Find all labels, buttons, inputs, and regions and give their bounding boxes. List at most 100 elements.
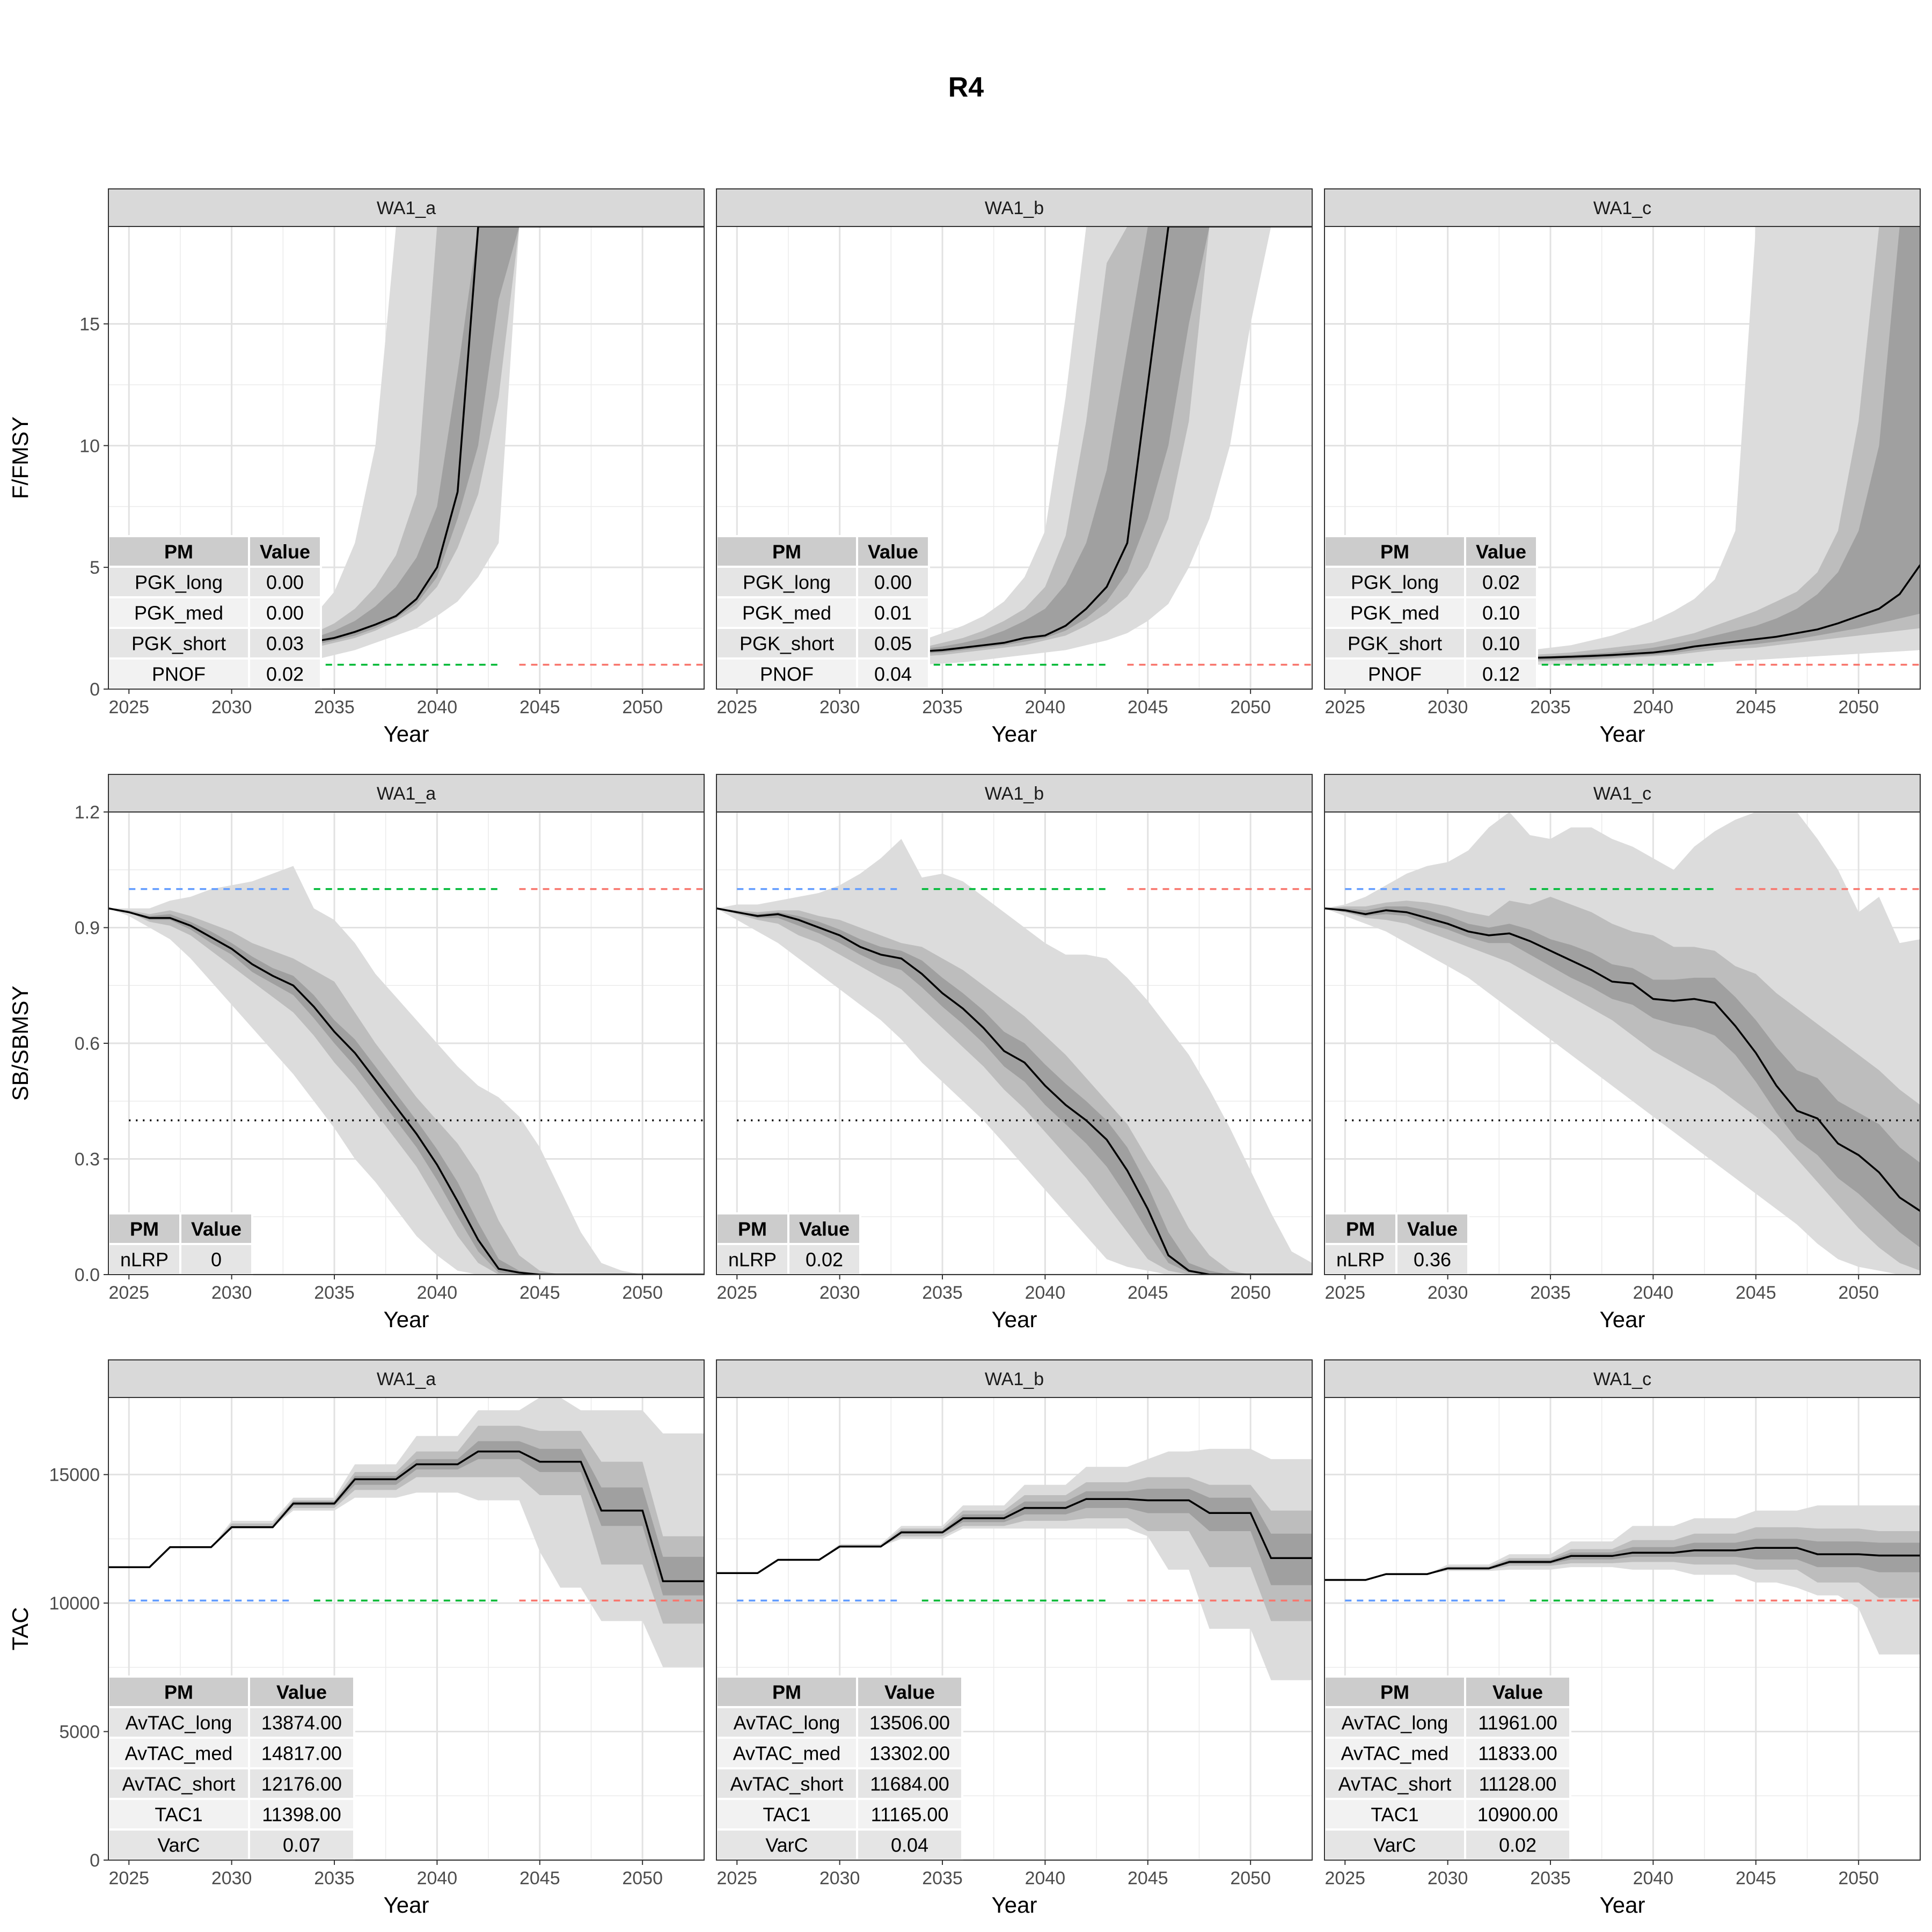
table-cell-text: AvTAC_short — [730, 1773, 844, 1795]
table-cell-text: PNOF — [760, 663, 814, 685]
table-cell-text: PGK_med — [134, 602, 223, 624]
facet-strip — [1324, 1359, 1921, 1398]
x-tick-label: 2025 — [1324, 1283, 1365, 1303]
table-header-label: PM — [772, 1681, 801, 1703]
facet-panel-WA1_c: PM Value nLRP 0.36 WA1_c 2025 2030 2035 2040 2045… — [1323, 774, 1921, 1332]
table-cell-text: TAC1 — [763, 1804, 810, 1826]
facet-panel-WA1_a: PM Value nLRP 0 WA1_a 2025 2030 2035 2040 2045 205… — [75, 774, 705, 1332]
x-tick-label: 2025 — [108, 1868, 149, 1889]
table-cell — [856, 1767, 963, 1800]
y-tick-label: 0.0 — [75, 1265, 100, 1285]
table-cell-text: 0.10 — [1482, 633, 1520, 655]
table-header-label: Value — [868, 541, 918, 563]
table-header-cell — [856, 1675, 963, 1708]
y-tick-label: 0 — [90, 1850, 100, 1871]
table-header-cell — [856, 535, 930, 568]
table-header-label: Value — [799, 1218, 850, 1240]
x-tick-label: 2025 — [108, 1283, 149, 1303]
table-cell — [1323, 1828, 1466, 1861]
table-cell-text: AvTAC_long — [126, 1712, 232, 1734]
table-cell-text: AvTAC_long — [1342, 1712, 1448, 1734]
table-cell — [1464, 566, 1538, 598]
table-cell-text: nLRP — [728, 1249, 777, 1271]
table-header-label: PM — [1380, 541, 1409, 563]
facet-strip-label: WA1_b — [985, 784, 1044, 804]
table-cell — [1323, 1737, 1466, 1769]
facet-strip-label: WA1_a — [377, 784, 436, 804]
x-tick-label: 2045 — [1736, 1868, 1776, 1889]
x-axis-title: Year — [384, 1307, 429, 1332]
x-tick-label: 2045 — [1736, 697, 1776, 718]
facet-strip-label: WA1_a — [377, 198, 436, 218]
x-tick-label: 2035 — [922, 697, 963, 718]
table-header-cell — [248, 1675, 355, 1708]
table-cell-text: VarC — [157, 1834, 200, 1856]
median-line — [108, 1450, 704, 1583]
table-header-label: Value — [884, 1681, 935, 1703]
facet-strip-label: WA1_c — [1593, 1369, 1651, 1389]
x-tick-label: 2050 — [1230, 1868, 1271, 1889]
table-cell-text: AvTAC_long — [734, 1712, 840, 1734]
table-header-label: PM — [738, 1218, 767, 1240]
table-cell — [856, 627, 930, 660]
data-layer — [716, 839, 1312, 1275]
table-cell-text: 14817.00 — [261, 1743, 342, 1765]
facet-strip-label: WA1_b — [985, 198, 1044, 218]
x-tick-label: 2025 — [1324, 697, 1365, 718]
table-cell — [107, 1767, 250, 1800]
table-cell — [248, 566, 322, 598]
x-tick-label: 2030 — [211, 1283, 252, 1303]
table-header-label: PM — [164, 1681, 193, 1703]
table-cell-text: VarC — [1373, 1834, 1416, 1856]
table-cell — [1464, 627, 1538, 660]
table-cell-text: 0.02 — [806, 1249, 843, 1271]
table-cell-text: PGK_long — [1351, 572, 1439, 594]
x-tick-label: 2025 — [716, 1868, 757, 1889]
table-header-label: PM — [164, 541, 193, 563]
table-cell-text: 0.00 — [874, 572, 912, 594]
x-tick-label: 2035 — [1530, 697, 1571, 718]
table-header-label: Value — [191, 1218, 241, 1240]
x-tick-label: 2040 — [1633, 1283, 1674, 1303]
x-tick-label: 2045 — [1128, 1868, 1168, 1889]
quantile-band — [108, 226, 704, 665]
quantile-band — [108, 908, 704, 1275]
x-tick-label: 2025 — [1324, 1868, 1365, 1889]
table-cell-text: 13302.00 — [869, 1743, 950, 1765]
x-axis-title: Year — [992, 1307, 1037, 1332]
x-tick-label: 2030 — [819, 1283, 860, 1303]
facet-panel-WA1_a: PM Value PGK_long 0.00 PGK_med 0.00 PGK_short 0… — [79, 188, 705, 747]
x-axis-title: Year — [1600, 1307, 1645, 1332]
table-cell — [856, 1828, 963, 1861]
y-tick-label: 15000 — [49, 1465, 100, 1485]
table-cell-text: 0.00 — [266, 602, 304, 624]
table-cell-text: VarC — [765, 1834, 808, 1856]
table-cell — [715, 596, 858, 629]
table-cell — [1464, 1767, 1571, 1800]
median-line — [1324, 1547, 1920, 1581]
facet-strip — [716, 1359, 1313, 1398]
table-cell-text: PNOF — [1368, 663, 1422, 685]
x-tick-label: 2045 — [1128, 697, 1168, 718]
x-tick-label: 2025 — [108, 697, 149, 718]
facet-strip-label: WA1_b — [985, 1369, 1044, 1389]
x-tick-label: 2045 — [519, 1868, 560, 1889]
table-cell — [1464, 1737, 1571, 1769]
table-cell-text: nLRP — [120, 1249, 169, 1271]
table-cell-text: 0.02 — [1482, 572, 1520, 594]
x-tick-label: 2050 — [622, 1283, 663, 1303]
table-header-label: Value — [260, 541, 310, 563]
x-tick-label: 2030 — [1428, 1868, 1468, 1889]
facet-strip — [108, 1359, 705, 1398]
table-header-label: Value — [1407, 1218, 1458, 1240]
table-cell-text: 0.04 — [874, 663, 912, 685]
x-axis-title: Year — [384, 721, 429, 747]
quantile-band — [1324, 906, 1920, 1248]
data-layer — [1324, 812, 1920, 1275]
y-tick-label: 10000 — [49, 1593, 100, 1614]
table-header-label: PM — [130, 1218, 159, 1240]
median-line — [108, 907, 704, 1275]
y-axis-title: SB/SBMSY — [8, 986, 33, 1101]
x-tick-label: 2045 — [1128, 1283, 1168, 1303]
facet-panel-WA1_b: PM Value AvTAC_long 13506.00 AvTAC_med 13302.… — [715, 1359, 1313, 1918]
